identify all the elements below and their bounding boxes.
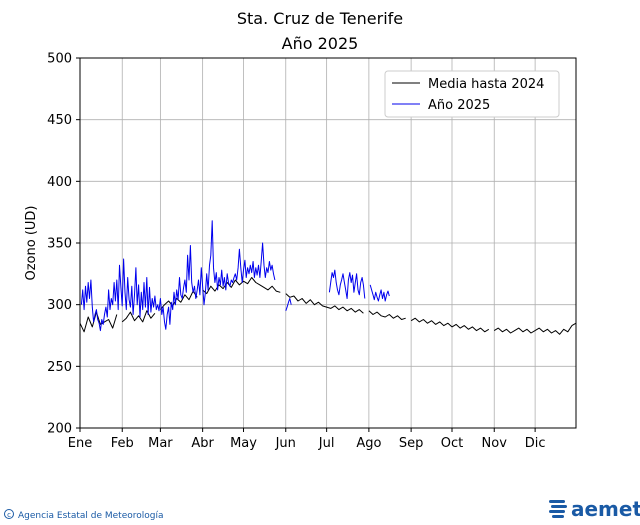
series-line-ano-2025 bbox=[328, 269, 366, 299]
legend: Media hasta 2024 Año 2025 bbox=[384, 70, 560, 118]
x-tick-label: Dic bbox=[525, 436, 546, 451]
y-tick-label: 500 bbox=[47, 52, 72, 67]
series-line-ano-2025 bbox=[80, 220, 276, 332]
aemet-logo: aemet bbox=[549, 497, 640, 521]
copyright-icon bbox=[4, 509, 14, 519]
legend-box bbox=[384, 70, 560, 118]
copyright-icon-glyph: c bbox=[7, 511, 11, 519]
y-axis-ticks: 200 250 300 350 400 450 500 bbox=[47, 52, 80, 437]
series-line-media-hasta-2024 bbox=[121, 310, 156, 323]
series-line-ano-2025 bbox=[285, 298, 292, 311]
series-line-media-hasta-2024 bbox=[202, 277, 281, 295]
x-axis-ticks: Ene Feb Mar Abr May Jun Jul Ago Sep Oct Nov Dic bbox=[68, 428, 546, 451]
footer-left: c Agencia Estatal de Meteorología bbox=[4, 509, 164, 521]
x-tick-label: Mar bbox=[148, 436, 173, 451]
series-line-media-hasta-2024 bbox=[493, 322, 577, 335]
grid-lines bbox=[79, 57, 576, 429]
series-line-ano-2025 bbox=[369, 284, 390, 302]
series-line-media-hasta-2024 bbox=[160, 290, 198, 310]
x-tick-label: Oct bbox=[441, 436, 463, 451]
series-line-media-hasta-2024 bbox=[368, 310, 406, 320]
legend-label-media: Media hasta 2024 bbox=[428, 77, 544, 92]
series-line-media-hasta-2024 bbox=[410, 317, 490, 333]
x-tick-label: Nov bbox=[482, 436, 508, 451]
y-tick-label: 200 bbox=[47, 422, 72, 437]
y-tick-label: 250 bbox=[47, 360, 72, 375]
y-tick-label: 350 bbox=[47, 237, 72, 252]
x-tick-label: Sep bbox=[399, 436, 424, 451]
legend-label-2025: Año 2025 bbox=[428, 98, 490, 113]
x-tick-label: Abr bbox=[191, 436, 214, 451]
aemet-logo-text: aemet bbox=[571, 497, 640, 521]
x-tick-label: Feb bbox=[111, 436, 134, 451]
aemet-logo-icon bbox=[549, 500, 567, 518]
series-line-media-hasta-2024 bbox=[285, 293, 364, 314]
x-tick-label: Ago bbox=[356, 436, 381, 451]
x-tick-label: Jul bbox=[318, 436, 335, 451]
x-tick-label: Ene bbox=[68, 436, 92, 451]
y-axis-label: Ozono (UD) bbox=[24, 205, 39, 280]
series-group bbox=[79, 220, 577, 335]
chart-subtitle: Año 2025 bbox=[282, 34, 359, 53]
chart-title: Sta. Cruz de Tenerife bbox=[237, 9, 403, 28]
y-tick-label: 450 bbox=[47, 113, 72, 128]
y-tick-label: 400 bbox=[47, 175, 72, 190]
agency-name: Agencia Estatal de Meteorología bbox=[18, 511, 164, 521]
series-line-media-hasta-2024 bbox=[79, 311, 118, 333]
x-tick-label: May bbox=[230, 436, 257, 451]
y-tick-label: 300 bbox=[47, 298, 72, 313]
x-tick-label: Jun bbox=[275, 436, 296, 451]
